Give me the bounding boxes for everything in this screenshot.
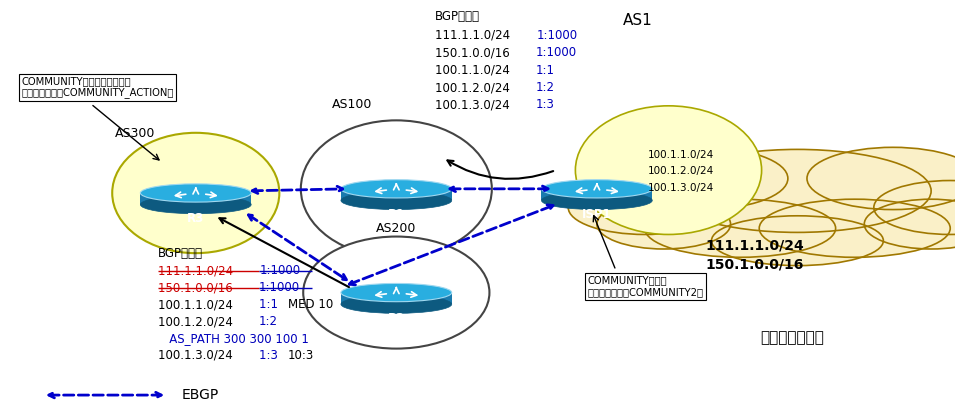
Text: 10:3: 10:3 (288, 349, 314, 362)
Ellipse shape (341, 295, 452, 313)
Text: 111.1.1.0/24: 111.1.1.0/24 (158, 264, 237, 277)
Ellipse shape (645, 199, 836, 257)
Text: 1:2: 1:2 (259, 315, 278, 328)
Text: 1:2: 1:2 (536, 81, 555, 94)
Ellipse shape (140, 184, 251, 202)
Text: 1:1000: 1:1000 (536, 46, 577, 59)
Ellipse shape (301, 120, 492, 257)
FancyBboxPatch shape (140, 193, 251, 205)
Text: 1:1000: 1:1000 (537, 29, 578, 42)
Text: 100.1.2.0/24: 100.1.2.0/24 (435, 81, 513, 94)
Text: 1:1: 1:1 (259, 298, 282, 311)
Ellipse shape (113, 133, 279, 253)
Text: 1:1000: 1:1000 (260, 264, 301, 277)
Ellipse shape (341, 283, 452, 302)
Text: BGPルート: BGPルート (158, 247, 202, 260)
Text: 100.1.2.0/24: 100.1.2.0/24 (158, 315, 236, 328)
Ellipse shape (341, 180, 452, 198)
Ellipse shape (874, 181, 955, 234)
Text: 100.1.1.0/24: 100.1.1.0/24 (158, 298, 236, 311)
Text: R2: R2 (388, 312, 405, 325)
Text: AS1: AS1 (623, 13, 652, 28)
Ellipse shape (759, 199, 950, 257)
Text: MED 10: MED 10 (288, 298, 333, 311)
Text: 100.1.3.0/24: 100.1.3.0/24 (647, 183, 713, 193)
FancyBboxPatch shape (341, 293, 452, 304)
Text: インターネット: インターネット (761, 330, 824, 345)
Ellipse shape (140, 195, 251, 214)
Text: 100.1.1.0/24: 100.1.1.0/24 (435, 63, 513, 77)
Text: 100.1.3.0/24: 100.1.3.0/24 (435, 98, 513, 112)
Text: 1:3: 1:3 (259, 349, 282, 362)
Ellipse shape (597, 199, 731, 249)
Text: 1:1000: 1:1000 (259, 281, 300, 294)
Text: COMMUNITYを付加
ルートマップ「COMMUNITY2」: COMMUNITYを付加 ルートマップ「COMMUNITY2」 (587, 276, 703, 297)
Text: 150.1.0.0/16: 150.1.0.0/16 (705, 257, 804, 271)
Text: 111.1.1.0/24: 111.1.1.0/24 (435, 29, 514, 42)
Text: COMMUNITYをみてルート制御
ルートマップ「COMMUNITY_ACTION」: COMMUNITYをみてルート制御 ルートマップ「COMMUNITY_ACTIO… (21, 76, 174, 98)
Text: ISP1: ISP1 (582, 208, 612, 221)
Text: AS_PATH 300 300 100 1: AS_PATH 300 300 100 1 (158, 332, 308, 345)
Ellipse shape (568, 181, 721, 234)
Text: R3: R3 (187, 212, 204, 225)
Text: AS300: AS300 (115, 127, 155, 140)
Ellipse shape (664, 149, 931, 232)
Text: EBGP: EBGP (181, 388, 219, 402)
Ellipse shape (541, 180, 652, 198)
FancyBboxPatch shape (341, 189, 452, 200)
Text: 1:3: 1:3 (536, 98, 555, 112)
Ellipse shape (807, 147, 955, 210)
Ellipse shape (341, 191, 452, 210)
Ellipse shape (711, 216, 883, 266)
Text: 150.1.0.0/16: 150.1.0.0/16 (158, 281, 236, 294)
Text: 1:1: 1:1 (536, 63, 555, 77)
Text: 100.1.2.0/24: 100.1.2.0/24 (647, 166, 713, 176)
Text: 100.1.1.0/24: 100.1.1.0/24 (647, 150, 713, 160)
Ellipse shape (616, 147, 788, 210)
Text: BGPルート: BGPルート (435, 10, 479, 23)
FancyBboxPatch shape (541, 189, 652, 200)
Text: 150.1.0.0/16: 150.1.0.0/16 (435, 46, 513, 59)
Text: AS200: AS200 (376, 222, 416, 235)
Ellipse shape (864, 199, 955, 249)
Ellipse shape (304, 237, 489, 349)
Ellipse shape (541, 191, 652, 210)
Text: 100.1.3.0/24: 100.1.3.0/24 (158, 349, 236, 362)
Text: R1: R1 (388, 208, 405, 221)
Text: 111.1.1.0/24: 111.1.1.0/24 (705, 238, 804, 252)
Text: AS100: AS100 (332, 98, 372, 111)
Ellipse shape (575, 106, 761, 234)
